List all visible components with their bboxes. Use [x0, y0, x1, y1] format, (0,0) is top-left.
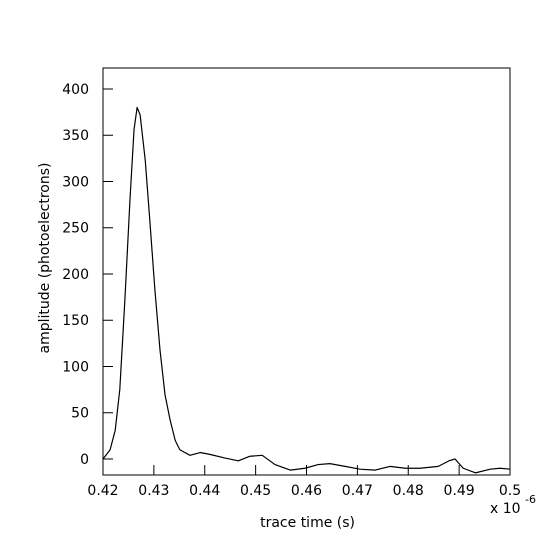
x-tick-label: 0.46 [291, 483, 322, 499]
y-tick-label: 300 [62, 174, 89, 190]
x-tick-label: 0.48 [393, 483, 424, 499]
x-axis-title: trace time (s) [260, 515, 355, 531]
x-scale-base: x 10 [490, 501, 521, 517]
y-tick-label: 200 [62, 267, 89, 283]
x-tick-label: 0.44 [189, 483, 220, 499]
y-tick-label: 0 [80, 452, 89, 468]
y-tick-label: 50 [71, 406, 89, 422]
y-tick-label: 400 [62, 82, 89, 98]
x-tick-label: 0.43 [138, 483, 169, 499]
y-axis-title: amplitude (photoelectrons) [37, 163, 53, 354]
x-tick-label: 0.45 [240, 483, 271, 499]
y-tick-label: 250 [62, 221, 89, 237]
x-tick-label: 0.5 [499, 483, 521, 499]
y-tick-label: 100 [62, 359, 89, 375]
x-tick-label: 0.42 [87, 483, 118, 499]
plot-frame [102, 67, 511, 476]
x-tick-label: 0.47 [342, 483, 373, 499]
trace-line [102, 106, 511, 474]
y-tick-label: 350 [62, 128, 89, 144]
y-tick-label: 150 [62, 313, 89, 329]
x-tick-label: 0.49 [444, 483, 475, 499]
x-scale-exponent: -6 [525, 493, 536, 506]
